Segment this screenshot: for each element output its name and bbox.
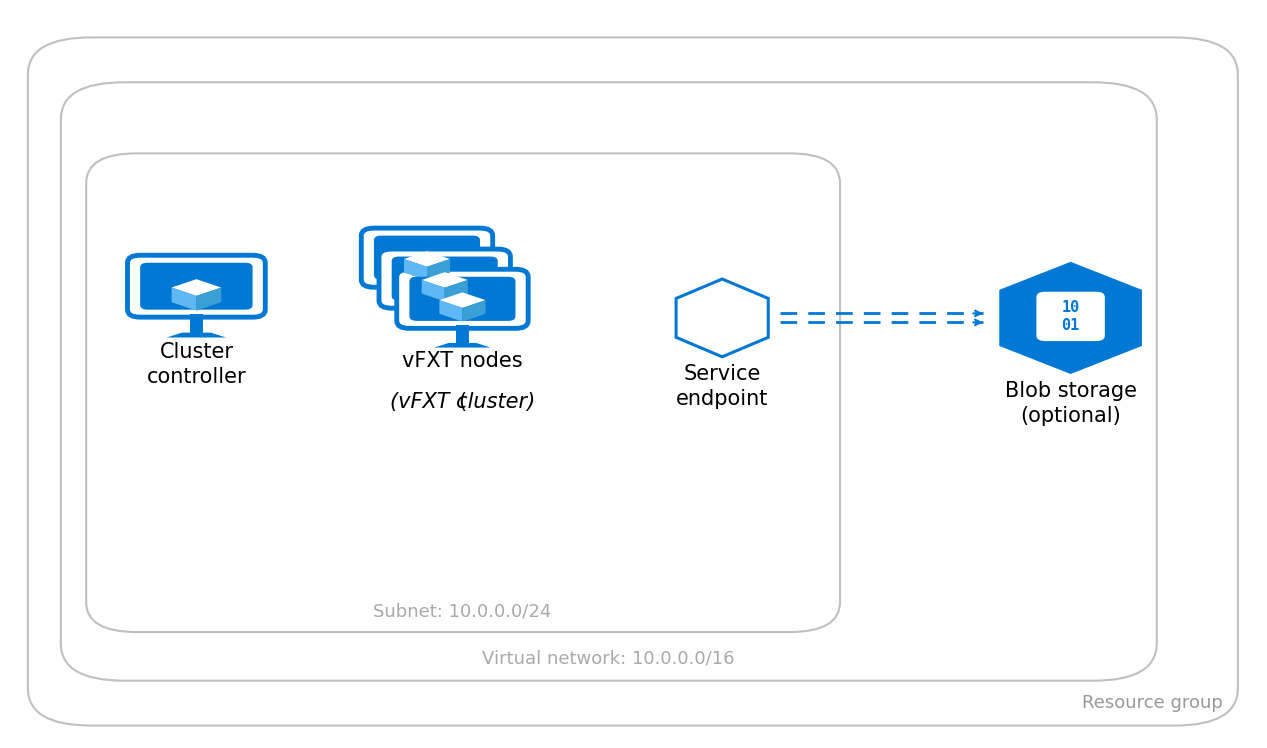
Polygon shape bbox=[171, 279, 222, 296]
Text: Service
endpoint: Service endpoint bbox=[677, 364, 768, 409]
Text: Virtual network: 10.0.0.0/16: Virtual network: 10.0.0.0/16 bbox=[481, 649, 735, 667]
Polygon shape bbox=[440, 292, 485, 308]
FancyArrowPatch shape bbox=[973, 310, 981, 316]
Text: 10: 10 bbox=[1062, 300, 1079, 315]
Polygon shape bbox=[171, 287, 196, 310]
Text: 01: 01 bbox=[1062, 318, 1079, 333]
Polygon shape bbox=[399, 301, 455, 307]
Polygon shape bbox=[422, 280, 445, 301]
Polygon shape bbox=[456, 325, 469, 343]
FancyBboxPatch shape bbox=[128, 255, 265, 317]
Polygon shape bbox=[427, 259, 450, 280]
FancyArrowPatch shape bbox=[973, 319, 981, 325]
Polygon shape bbox=[421, 284, 433, 301]
Text: Resource group: Resource group bbox=[1082, 694, 1223, 712]
Polygon shape bbox=[440, 300, 462, 322]
Polygon shape bbox=[677, 279, 768, 357]
FancyBboxPatch shape bbox=[61, 82, 1157, 681]
FancyBboxPatch shape bbox=[374, 236, 480, 280]
Polygon shape bbox=[196, 287, 222, 310]
FancyBboxPatch shape bbox=[28, 37, 1238, 726]
Polygon shape bbox=[1000, 262, 1142, 374]
Polygon shape bbox=[404, 259, 427, 280]
FancyBboxPatch shape bbox=[392, 257, 498, 301]
Text: (: ( bbox=[459, 392, 466, 412]
Text: (vFXT cluster): (vFXT cluster) bbox=[390, 392, 535, 412]
FancyBboxPatch shape bbox=[1036, 292, 1105, 341]
FancyBboxPatch shape bbox=[361, 228, 493, 287]
Polygon shape bbox=[435, 343, 490, 348]
Polygon shape bbox=[404, 251, 450, 267]
Polygon shape bbox=[167, 333, 226, 337]
Polygon shape bbox=[445, 280, 468, 301]
Polygon shape bbox=[190, 314, 203, 333]
Text: vFXT nodes: vFXT nodes bbox=[402, 351, 523, 371]
Text: Blob storage
(optional): Blob storage (optional) bbox=[1005, 381, 1136, 426]
FancyBboxPatch shape bbox=[379, 249, 511, 308]
Polygon shape bbox=[438, 305, 451, 322]
Polygon shape bbox=[462, 300, 485, 322]
FancyBboxPatch shape bbox=[86, 153, 840, 632]
FancyBboxPatch shape bbox=[397, 269, 528, 328]
FancyBboxPatch shape bbox=[141, 263, 252, 310]
FancyBboxPatch shape bbox=[409, 277, 516, 321]
Polygon shape bbox=[417, 322, 473, 328]
Text: Cluster
controller: Cluster controller bbox=[147, 343, 246, 387]
Text: Subnet: 10.0.0.0/24: Subnet: 10.0.0.0/24 bbox=[374, 603, 551, 621]
Polygon shape bbox=[422, 272, 468, 288]
